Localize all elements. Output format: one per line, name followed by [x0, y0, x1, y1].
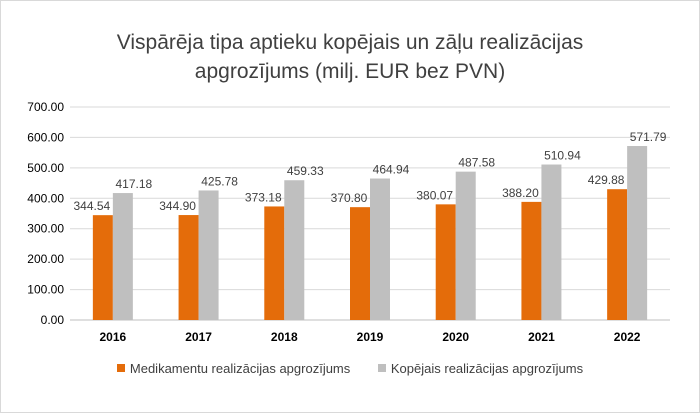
legend-item-medikamentu: Medikamentu realizācijas apgrozījums — [116, 360, 351, 376]
data-label-medikamentu-2016: 344.54 — [74, 199, 111, 213]
y-tick-label-5: 500.00 — [27, 161, 64, 175]
y-tick-label-4: 400.00 — [27, 191, 64, 205]
bar-medikamentu-2018 — [264, 206, 285, 320]
bar-medikamentu-2021 — [521, 201, 542, 320]
bar-medikamentu-2019 — [350, 207, 370, 320]
data-label-medikamentu-2022: 429.88 — [588, 173, 625, 187]
bar-medikamentu-2022 — [607, 189, 628, 320]
data-label-kopejais-2016: 417.18 — [116, 177, 153, 191]
bar-kopejais-2016 — [112, 193, 133, 320]
data-label-kopejais-2018: 459.33 — [287, 164, 324, 178]
data-label-medikamentu-2020: 380.07 — [416, 188, 453, 202]
bar-kopejais-2022 — [627, 146, 648, 320]
x-tick-label-2021: 2021 — [528, 330, 555, 344]
data-label-kopejais-2020: 487.58 — [458, 156, 495, 170]
y-tick-label-2: 200.00 — [27, 252, 64, 266]
legend-swatch-medikamentu — [116, 364, 125, 372]
bar-kopejais-2017 — [198, 190, 219, 320]
y-tick-label-3: 300.00 — [27, 222, 64, 236]
x-tick-label-2020: 2020 — [442, 330, 469, 344]
chart-title: Vispārēja tipa aptieku kopējais un zāļu … — [0, 28, 700, 86]
y-tick-label-6: 600.00 — [27, 130, 64, 144]
data-label-kopejais-2019: 464.94 — [373, 163, 410, 177]
data-label-medikamentu-2021: 388.20 — [502, 186, 539, 200]
bar-kopejais-2021 — [541, 164, 562, 320]
legend-swatch-kopejais — [377, 364, 386, 372]
legend-label-medikamentu: Medikamentu realizācijas apgrozījums — [129, 360, 351, 376]
bar-medikamentu-2020 — [435, 204, 456, 320]
bar-kopejais-2019 — [370, 178, 390, 320]
legend-label-kopejais: Kopējais realizācijas apgrozījums — [390, 360, 584, 376]
data-label-medikamentu-2018: 373.18 — [245, 190, 282, 204]
y-tick-label-0: 0.00 — [41, 313, 65, 327]
data-label-kopejais-2017: 425.78 — [201, 174, 238, 188]
y-tick-label-7: 700.00 — [27, 100, 64, 114]
legend-item-kopejais: Kopējais realizācijas apgrozījums — [377, 360, 584, 376]
x-tick-label-2019: 2019 — [357, 330, 384, 344]
y-tick-label-1: 100.00 — [27, 283, 64, 297]
x-tick-label-2016: 2016 — [100, 330, 127, 344]
chart-title-line-2: apgrozījums (milj. EUR bez PVN) — [194, 60, 506, 83]
bar-kopejais-2018 — [284, 180, 305, 320]
data-label-medikamentu-2019: 370.80 — [331, 191, 368, 205]
data-label-kopejais-2022: 571.79 — [630, 130, 667, 144]
bar-medikamentu-2017 — [178, 215, 199, 320]
x-tick-label-2018: 2018 — [271, 330, 298, 344]
bar-medikamentu-2016 — [92, 215, 113, 320]
x-tick-label-2022: 2022 — [614, 330, 641, 344]
bar-kopejais-2020 — [455, 171, 476, 320]
chart-title-line-1: Vispārēja tipa aptieku kopējais un zāļu … — [116, 31, 584, 54]
chart-legend: Medikamentu realizācijas apgrozījums Kop… — [0, 360, 700, 376]
data-label-medikamentu-2017: 344.90 — [159, 199, 196, 213]
data-label-kopejais-2021: 510.94 — [544, 149, 581, 163]
x-tick-label-2017: 2017 — [185, 330, 212, 344]
